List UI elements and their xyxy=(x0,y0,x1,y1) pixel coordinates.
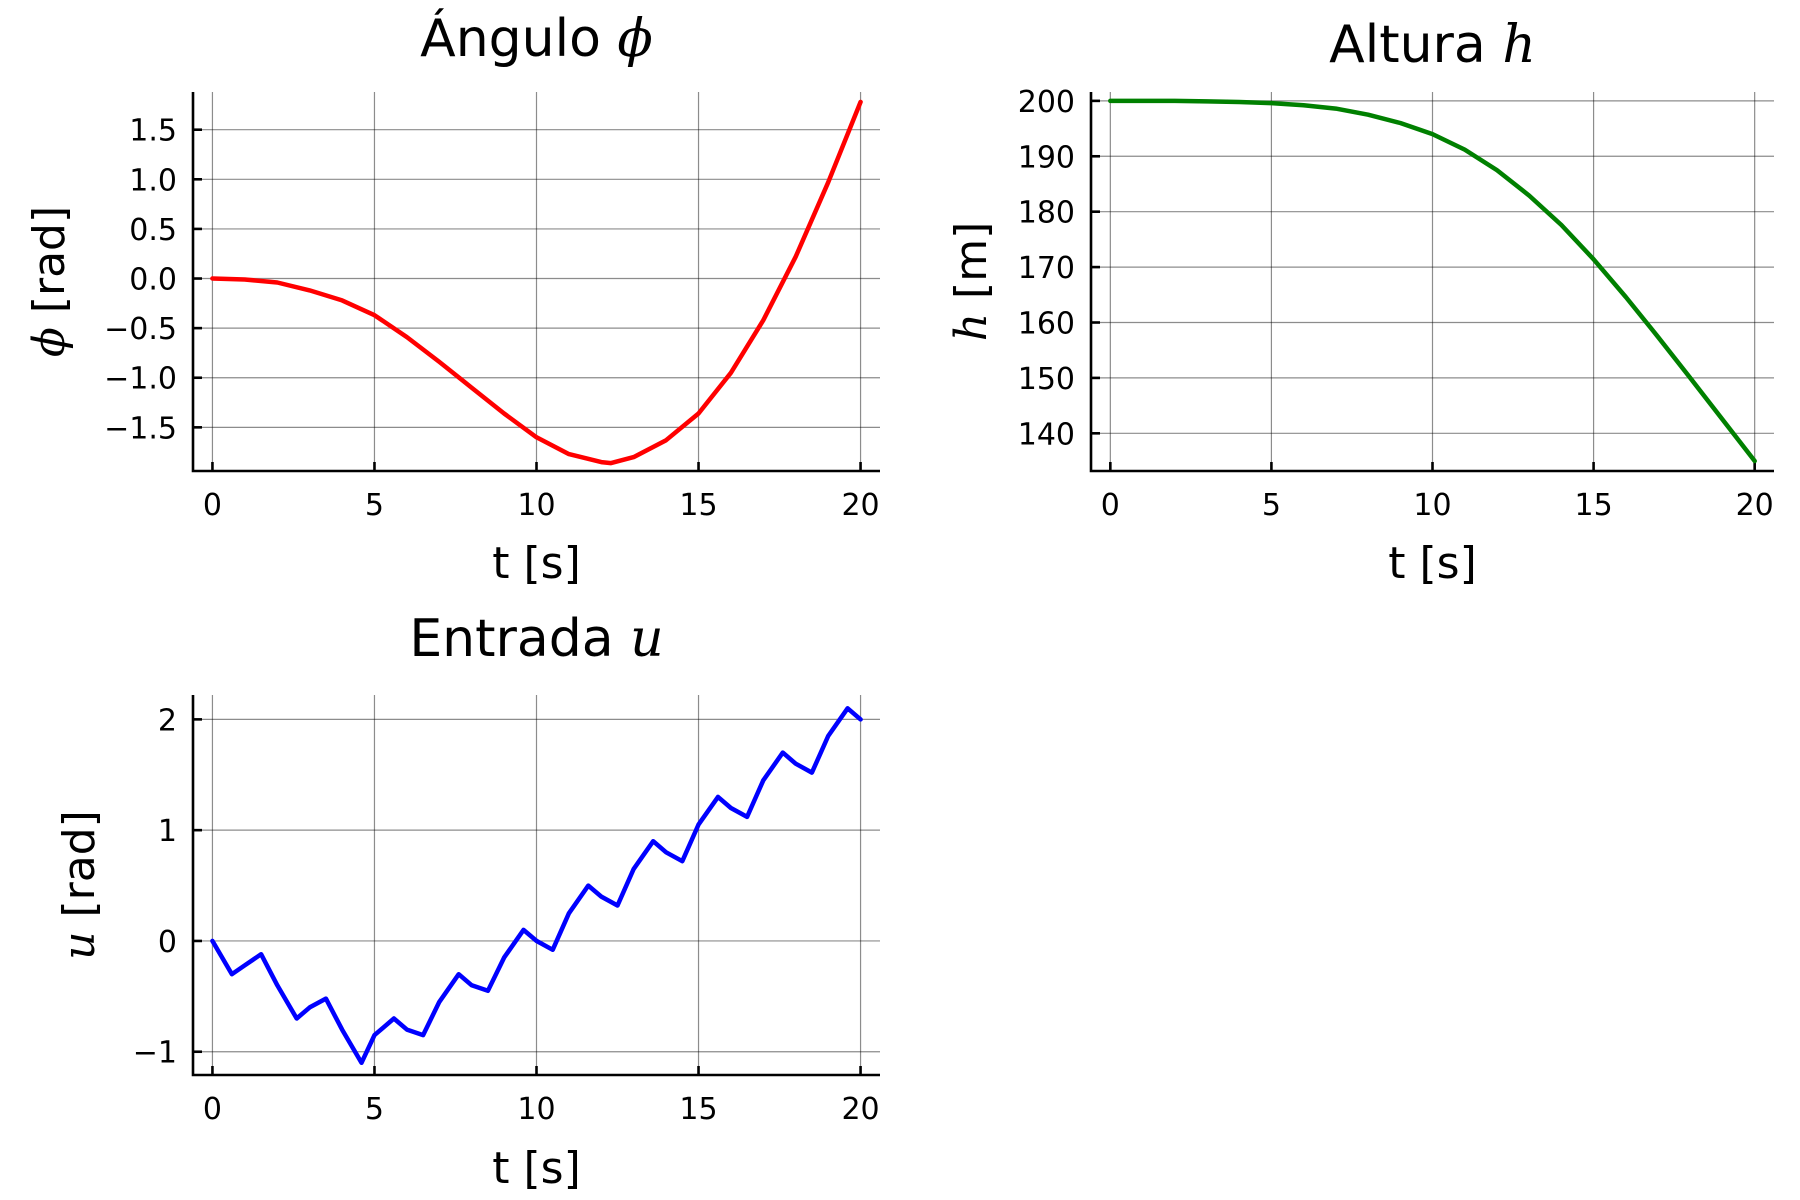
y-tick-label: −1.0 xyxy=(104,362,177,397)
x-tick-label: 10 xyxy=(517,1092,555,1127)
y-axis-label: ϕ [rad] xyxy=(24,206,75,357)
grid xyxy=(1091,92,1774,471)
x-axis-label: t [s] xyxy=(492,538,581,589)
y-tick-label: 0 xyxy=(158,925,177,960)
x-tick-label: 5 xyxy=(365,1092,384,1127)
x-tick-label: 5 xyxy=(1262,488,1281,523)
axis-spines xyxy=(191,92,880,473)
x-tick-label: 20 xyxy=(841,488,879,523)
x-tick-label: 15 xyxy=(679,1092,717,1127)
y-tick-label: 170 xyxy=(1018,251,1075,286)
x-tick-label: 0 xyxy=(203,1092,222,1127)
chart-title-symbol: ϕ xyxy=(617,9,652,69)
chart-panel-1: 0 5 10 15 20 −1.5 −1.0 −0.5 0.0 0.5 1.0 1.5 Ángulo ϕ… xyxy=(24,8,880,589)
y-axis-label-symbol: ϕ xyxy=(24,313,75,357)
x-tick-label: 20 xyxy=(841,1092,879,1127)
y-tick-label: −1 xyxy=(133,1036,177,1071)
chart-panel-3: 0 5 10 15 20 −1 0 1 2 Entrada u t [s] u [rad] xyxy=(54,609,880,1194)
y-tick-label: 150 xyxy=(1018,362,1075,397)
x-tick-label: 15 xyxy=(1574,488,1612,523)
y-tick-label: 1.5 xyxy=(129,114,177,149)
axis-spines xyxy=(191,695,880,1077)
series-line xyxy=(210,706,863,1066)
series-line xyxy=(1108,98,1757,464)
y-tick-label: 1 xyxy=(158,814,177,849)
chart-title-text: Entrada xyxy=(409,609,630,669)
x-axis-label: t [s] xyxy=(1388,538,1477,589)
series-line xyxy=(210,99,863,466)
y-axis-label-symbol: h xyxy=(946,299,997,341)
x-tick-label: 15 xyxy=(679,488,717,523)
y-tick-label: 180 xyxy=(1018,196,1075,231)
x-tick-label: 10 xyxy=(1413,488,1451,523)
grid xyxy=(193,695,880,1075)
grid xyxy=(193,92,880,471)
y-tick-label: 0.0 xyxy=(129,263,177,298)
chart-title: Entrada u xyxy=(409,609,663,669)
x-tick-label: 10 xyxy=(517,488,555,523)
y-tick-label: −1.5 xyxy=(104,411,177,446)
y-tick-label: −0.5 xyxy=(104,312,177,347)
chart-title-symbol: h xyxy=(1502,15,1536,75)
y-tick-label: 0.5 xyxy=(129,213,177,248)
y-tick-label: 200 xyxy=(1018,85,1075,120)
axis-spines xyxy=(1089,92,1774,473)
x-tick-label: 0 xyxy=(1101,488,1120,523)
y-axis-label: h [m] xyxy=(946,222,997,342)
y-tick-label: 2 xyxy=(158,703,177,738)
x-tick-label: 20 xyxy=(1736,488,1774,523)
chart-title-text: Altura xyxy=(1329,15,1502,75)
chart-title-symbol: u xyxy=(630,609,664,669)
y-axis-label-text: [m] xyxy=(946,222,997,299)
x-tick-label: 5 xyxy=(365,488,384,523)
chart-panel-2: 0 5 10 15 20 140 150 160 170 180 190 200 Altura h t [… xyxy=(946,15,1774,589)
y-axis-label-text: [rad] xyxy=(54,810,105,917)
y-axis-label: u [rad] xyxy=(54,810,105,960)
y-tick-label: 190 xyxy=(1018,140,1075,175)
chart-title: Ángulo ϕ xyxy=(420,8,653,69)
x-tick-label: 0 xyxy=(203,488,222,523)
y-tick-label: 160 xyxy=(1018,307,1075,342)
chart-title-text: Ángulo xyxy=(420,8,617,69)
chart-title: Altura h xyxy=(1329,15,1536,75)
y-tick-label: 140 xyxy=(1018,417,1075,452)
y-tick-label: 1.0 xyxy=(129,163,177,198)
x-axis-label: t [s] xyxy=(492,1143,581,1194)
y-axis-label-text: [rad] xyxy=(24,206,75,313)
y-axis-label-symbol: u xyxy=(54,918,105,960)
